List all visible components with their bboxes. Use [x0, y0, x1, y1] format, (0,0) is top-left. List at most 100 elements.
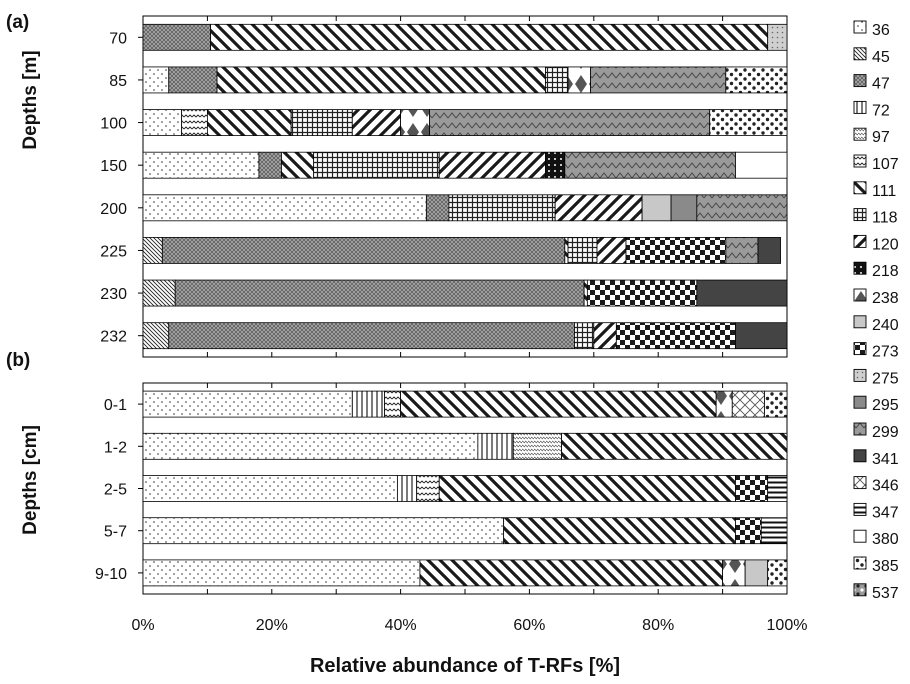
x-tick-label: 40%: [385, 617, 417, 634]
bar-segment-299: [590, 66, 727, 94]
legend-label: 97: [872, 129, 890, 146]
bar-segment-47: [258, 151, 282, 179]
bar-segment-36: [142, 109, 183, 136]
legend-label: 380: [872, 531, 899, 548]
bar-segment-385: [709, 109, 788, 136]
y-tick-label: 225: [100, 243, 127, 260]
bar-segment-273: [735, 517, 762, 545]
bar-segment-111: [216, 66, 546, 94]
legend-label: 111: [872, 183, 896, 200]
bar-segment-347: [760, 517, 788, 545]
bar-segment-240: [641, 194, 672, 222]
bar-segment-47: [425, 194, 450, 222]
bar-segment-111: [400, 390, 717, 418]
legend-label: 47: [872, 76, 890, 93]
bar-segment-118: [313, 151, 440, 179]
bar-segment-118: [567, 237, 598, 264]
bar-segment-111: [281, 151, 315, 179]
legend-swatch-72: [853, 100, 867, 114]
bar-segment-385: [767, 559, 788, 587]
y-tick-label: 0-1: [104, 397, 127, 414]
legend-swatch-47: [853, 74, 867, 88]
bar-segment-120: [554, 194, 643, 222]
legend: 36 45 47 72 97 107 111 118 120 218 238 240 273 275 295…: [853, 20, 899, 602]
legend-swatch-97: [853, 127, 867, 141]
legend-swatch-295: [853, 395, 867, 409]
y-axis-title: Depths [m]: [20, 50, 41, 149]
bar-segment-111: [419, 559, 724, 587]
legend-label: 299: [872, 424, 899, 441]
y-tick-label: 200: [100, 201, 127, 218]
legend-label: 275: [872, 370, 899, 387]
y-tick-label: 230: [100, 286, 127, 303]
bar-segment-238: [715, 390, 733, 418]
bar-segment-347: [767, 475, 788, 502]
bar-segment-118: [574, 322, 595, 350]
panel-label: (b): [6, 350, 30, 371]
bar-segment-107: [416, 475, 440, 502]
bar-segment-120: [593, 322, 617, 350]
legend-label: 72: [872, 102, 890, 119]
bar-segment-275: [767, 23, 788, 51]
bar-segment-107: [384, 390, 402, 418]
x-tick-label: 100%: [767, 617, 808, 634]
legend-label: 273: [872, 344, 899, 361]
bar-segment-273: [586, 279, 698, 307]
bar-segment-36: [142, 475, 398, 502]
legend-label: 118: [872, 210, 898, 227]
bar-segment-299: [696, 194, 788, 222]
legend-label: 36: [872, 22, 890, 39]
x-tick-label: 20%: [256, 617, 288, 634]
legend-label: 347: [872, 504, 899, 521]
bar-segment-45: [142, 279, 176, 307]
bar-segment-45: [142, 322, 170, 350]
legend-swatch-273: [853, 342, 867, 356]
bar-segment-295: [670, 194, 698, 222]
bar-segment-273: [735, 475, 769, 502]
bar-segment-36: [142, 66, 170, 94]
legend-label: 346: [872, 478, 899, 495]
legend-swatch-238: [853, 288, 867, 302]
bar-segment-273: [625, 237, 727, 264]
bar-segment-47: [161, 237, 566, 264]
x-tick-label: 60%: [513, 617, 545, 634]
bar-segment-118: [448, 194, 556, 222]
bar-segment-238: [400, 109, 430, 136]
legend-swatch-347: [853, 502, 867, 516]
bar-segment-120: [438, 151, 546, 179]
bar-segment-238: [567, 66, 591, 94]
panel-label: (a): [6, 12, 29, 33]
legend-swatch-111: [853, 181, 867, 195]
x-axis-title: Relative abundance of T-RFs [%]: [310, 655, 620, 677]
bar-segment-111: [210, 23, 769, 51]
bar-segment-341: [735, 322, 788, 350]
bar-segment-45: [142, 237, 163, 264]
y-tick-label: 100: [100, 116, 127, 133]
bar-segment-273: [615, 322, 736, 350]
legend-swatch-118: [853, 208, 867, 222]
legend-swatch-240: [853, 315, 867, 329]
bar-segment-36: [142, 151, 260, 179]
legend-swatch-107: [853, 154, 867, 168]
bar-segment-118: [290, 109, 353, 136]
bar-segment-36: [142, 390, 353, 418]
bar-segment-111: [564, 237, 569, 264]
x-tick-label: 80%: [642, 617, 674, 634]
bar-segment-47: [142, 23, 212, 51]
bar-segment-47: [174, 279, 585, 307]
legend-swatch-275: [853, 368, 867, 382]
bar-segment-111: [503, 517, 736, 545]
y-tick-label: 70: [109, 30, 127, 47]
legend-swatch-346: [853, 476, 867, 490]
legend-label: 107: [872, 156, 899, 173]
y-tick-label: 1-2: [104, 439, 127, 456]
legend-swatch-537: [853, 583, 867, 597]
bar-segment-72: [351, 390, 385, 418]
bar-segment-111: [561, 432, 788, 460]
bar-segment-299: [429, 109, 711, 136]
bar-segment-346: [731, 390, 765, 418]
bar-segment-240: [744, 559, 769, 587]
bar-segment-111: [583, 279, 588, 307]
legend-swatch-299: [853, 422, 867, 436]
